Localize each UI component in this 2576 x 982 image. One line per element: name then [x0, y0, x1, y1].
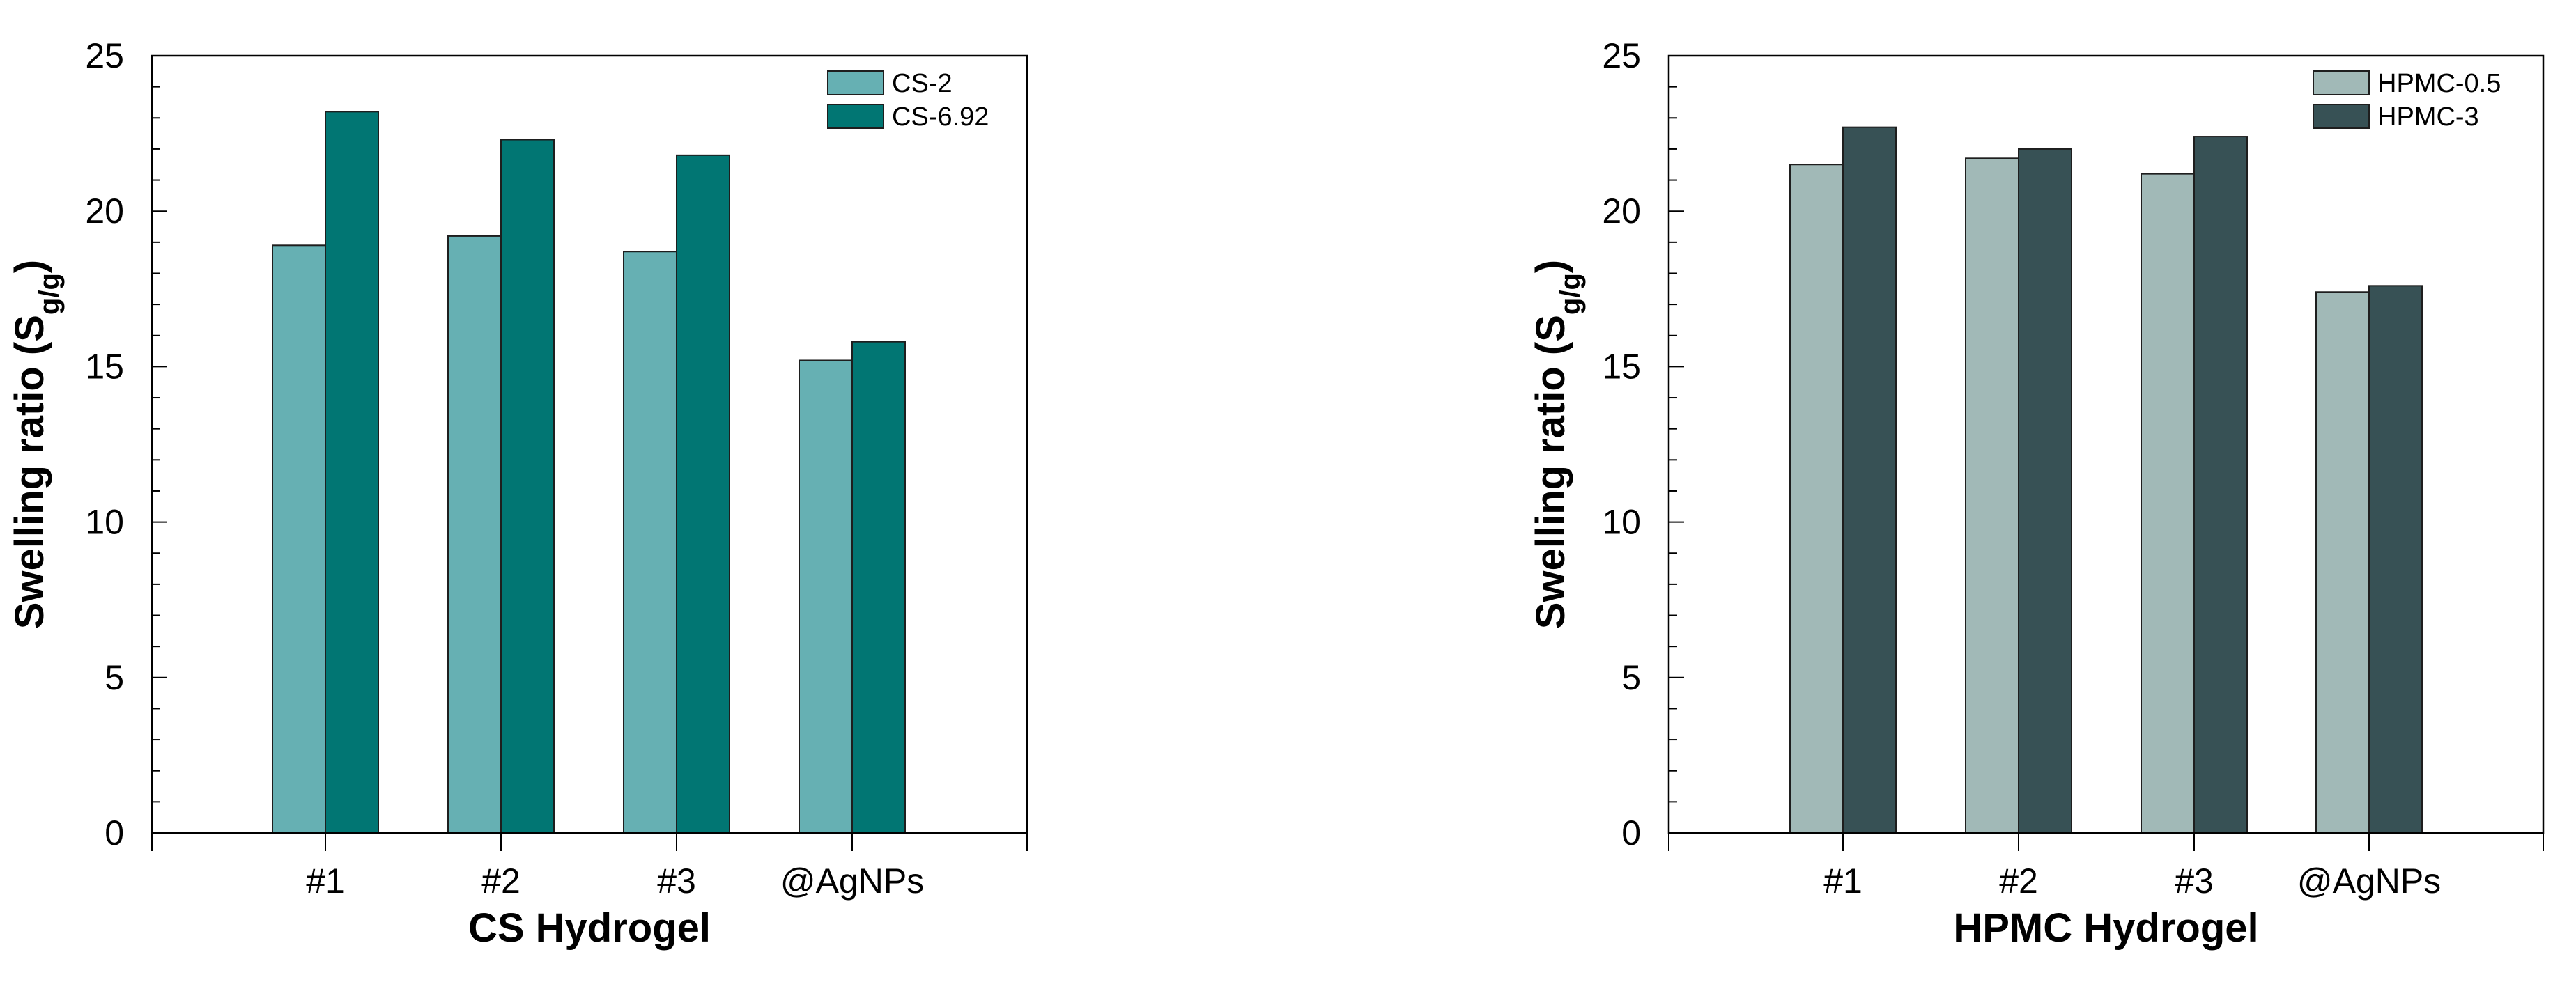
chart-panel-1: 0 5 10 15 20 25 #1 #2 #3 @AgNPs CS Hydrogel Swellin…	[7, 36, 1028, 951]
bar	[676, 154, 730, 834]
legend-label: CS-6.92	[892, 102, 989, 132]
plot-frame	[1667, 54, 2545, 834]
legend-swatch	[2313, 70, 2370, 95]
x-tick-label: #1	[1823, 862, 1862, 901]
x-tick-label: #3	[2175, 862, 2214, 901]
bar	[272, 244, 326, 834]
y-tick-label: 10	[1602, 503, 1641, 542]
y-tick-label: 25	[1602, 36, 1641, 75]
y-tick-label: 15	[1602, 347, 1641, 386]
legend: HPMC-0.5 HPMC-3	[2313, 69, 2501, 132]
y-tick-label: 0	[105, 813, 124, 852]
legend-swatch	[827, 104, 884, 129]
x-tick-label: #3	[657, 862, 696, 901]
legend-label: HPMC-3	[2377, 102, 2479, 132]
legend-swatch	[827, 70, 884, 95]
y-axis-title: Swelling ratio (Sg/g)	[1528, 260, 1586, 629]
legend-swatch	[2313, 104, 2370, 129]
bar	[2193, 136, 2248, 834]
y-tick-label: 25	[85, 36, 124, 75]
legend-label: CS-2	[892, 69, 952, 98]
bar	[851, 341, 906, 834]
bar	[2018, 148, 2072, 834]
y-axis: 0 5 10 15 20 25	[1602, 36, 1684, 852]
bar	[447, 235, 502, 834]
y-tick-label: 20	[85, 192, 124, 231]
y-axis: 0 5 10 15 20 25	[85, 36, 167, 852]
y-tick-label: 20	[1602, 192, 1641, 231]
plot-frame	[151, 54, 1028, 834]
x-tick-label: @AgNPs	[2297, 862, 2441, 901]
x-axis: #1 #2 #3 @AgNPs	[151, 833, 1028, 901]
x-tick-label: #2	[1999, 862, 2038, 901]
x-axis: #1 #2 #3 @AgNPs	[1668, 833, 2544, 901]
bar	[2141, 173, 2195, 834]
y-tick-label: 5	[105, 658, 124, 697]
bar	[1965, 157, 2019, 834]
x-axis-title: CS Hydrogel	[468, 905, 711, 951]
y-tick-label: 5	[1621, 658, 1641, 697]
bar	[500, 139, 555, 834]
x-tick-label: #1	[306, 862, 345, 901]
legend: CS-2 CS-6.92	[827, 69, 989, 132]
y-tick-label: 15	[85, 347, 124, 386]
bar	[2368, 285, 2423, 834]
bar	[1842, 126, 1897, 834]
bar	[799, 359, 853, 834]
y-tick-label: 0	[1621, 813, 1641, 852]
bar	[325, 111, 379, 834]
x-tick-label: @AgNPs	[780, 862, 924, 901]
x-axis-title: HPMC Hydrogel	[1953, 905, 2258, 951]
legend-label: HPMC-0.5	[2377, 69, 2501, 98]
y-tick-label: 10	[85, 503, 124, 542]
bars	[272, 111, 906, 834]
x-tick-label: #2	[481, 862, 520, 901]
chart-panel-2: 0 5 10 15 20 25 #1 #2 #3 @AgNPs HPMC Hydrogel Swell…	[1528, 36, 2545, 951]
bar	[1789, 164, 1844, 834]
bar	[2315, 291, 2370, 834]
y-axis-title: Swelling ratio (Sg/g)	[7, 260, 65, 629]
bar	[623, 251, 677, 834]
bars	[1789, 126, 2423, 834]
